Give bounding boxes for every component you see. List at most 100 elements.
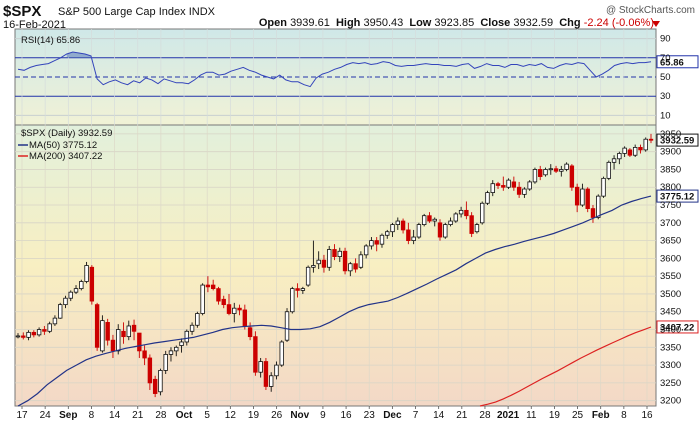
- candle-body-98: [532, 169, 538, 183]
- candle-body-83: [453, 213, 459, 222]
- candle-body-30: [174, 346, 179, 352]
- candle-body-52: [290, 288, 295, 313]
- candle-body-63: [348, 263, 353, 272]
- candle-body-20: [121, 330, 126, 338]
- candle-body-95: [516, 186, 522, 195]
- x-label-21: 2021: [497, 410, 520, 421]
- candle-body-99: [538, 169, 543, 177]
- candle-body-112: [606, 161, 611, 179]
- candle-body-28: [163, 354, 168, 371]
- candle-body-44: [247, 327, 253, 338]
- ma200-legend: MA(200) 3407.22: [29, 151, 102, 162]
- price-tick-3950: 3950: [660, 129, 681, 140]
- price-tick-3850: 3850: [660, 164, 681, 175]
- candle-body-82: [448, 220, 453, 225]
- candle-body-14: [89, 266, 95, 302]
- ma200-line: [479, 326, 652, 407]
- symbol-title: $SPX: [3, 3, 42, 20]
- down-arrow-icon: [652, 21, 660, 27]
- candle-body-118: [638, 147, 643, 151]
- candle-body-80: [437, 222, 443, 238]
- candle-body-40: [226, 304, 232, 314]
- price-tick-3500: 3500: [660, 289, 681, 300]
- candle-body-91: [495, 183, 501, 186]
- candle-body-100: [543, 169, 548, 176]
- rsi-line: [17, 51, 652, 88]
- x-label-7: Oct: [176, 410, 193, 421]
- rsi-overbought-fill: [66, 52, 92, 58]
- rsi-value-tag: 65.86: [656, 55, 699, 69]
- candle-body-23: [137, 332, 142, 352]
- candle-body-41: [232, 307, 237, 314]
- candle-body-12: [79, 281, 84, 290]
- candle-body-94: [511, 181, 517, 188]
- candle-body-37: [210, 284, 216, 290]
- candle-body-87: [474, 224, 480, 233]
- x-label-14: 16: [341, 410, 353, 421]
- candle-body-102: [553, 168, 559, 172]
- candle-body-107: [580, 188, 585, 206]
- candle-body-7: [52, 317, 58, 325]
- candle-body-27: [158, 370, 163, 393]
- candle-body-42: [237, 307, 242, 311]
- candle-body-1: [21, 335, 26, 338]
- x-label-23: 19: [549, 410, 561, 421]
- candle-body-0: [15, 335, 21, 338]
- price-tick-3800: 3800: [660, 182, 681, 193]
- candle-body-86: [469, 215, 474, 234]
- candle-body-49: [274, 364, 279, 377]
- candle-body-71: [390, 224, 395, 233]
- candle-body-34: [195, 313, 200, 326]
- ma50-value-tag: 3775.12: [656, 189, 699, 203]
- candle-body-65: [358, 254, 364, 268]
- price-tick-3400: 3400: [660, 325, 681, 336]
- watermark: @ StockCharts.com: [605, 5, 695, 16]
- close-label: Close: [480, 17, 511, 29]
- ma50-value-tag-box: [656, 189, 699, 203]
- index-full-name: S&P 500 Large Cap Index: [58, 6, 186, 18]
- rsi-tick-50: 50: [660, 72, 671, 83]
- candle-body-48: [268, 375, 274, 387]
- candle-body-116: [627, 149, 633, 156]
- ma200-value-tag-text: 3407.22: [660, 322, 694, 333]
- x-label-0: 17: [16, 410, 28, 421]
- candle-body-56: [311, 265, 316, 268]
- rsi-value-tag-text: 65.86: [660, 57, 684, 68]
- price-tick-3750: 3750: [660, 200, 681, 211]
- x-label-10: 19: [248, 410, 260, 421]
- candle-body-81: [443, 224, 448, 238]
- close-value-tag-text: 3932.59: [660, 136, 694, 147]
- candle-body-77: [421, 215, 427, 225]
- rsi-tick-90: 90: [660, 34, 671, 45]
- candle-body-2: [26, 331, 31, 338]
- x-label-27: 16: [641, 410, 653, 421]
- candle-body-105: [569, 165, 575, 188]
- x-label-11: 26: [271, 410, 283, 421]
- candle-body-3: [31, 331, 37, 336]
- chg-label: Chg: [559, 17, 581, 29]
- candle-body-19: [116, 329, 121, 352]
- x-label-4: 14: [109, 410, 121, 421]
- x-label-9: 12: [225, 410, 237, 421]
- candle-body-78: [427, 215, 432, 222]
- candle-body-25: [147, 357, 153, 384]
- candle-body-97: [527, 181, 532, 190]
- x-label-20: 28: [479, 410, 491, 421]
- candle-body-85: [464, 209, 469, 217]
- rsi-tick-30: 30: [660, 91, 671, 102]
- candle-body-6: [47, 323, 52, 332]
- candle-body-51: [284, 311, 290, 341]
- price-tick-3600: 3600: [660, 253, 681, 264]
- candle-body-29: [168, 350, 174, 355]
- rsi-legend: RSI(14) 65.86: [21, 35, 80, 46]
- price-legend: $SPX (Daily) 3932.59: [21, 128, 112, 139]
- ma200-value-tag-box: [656, 320, 699, 334]
- x-label-6: 28: [155, 410, 167, 421]
- candle-body-50: [279, 341, 284, 366]
- price-tick-3550: 3550: [660, 271, 681, 282]
- x-label-22: 11: [526, 410, 537, 421]
- rsi-value-tag-box: [656, 55, 699, 69]
- candle-body-115: [622, 147, 627, 154]
- candle-body-119: [643, 138, 648, 151]
